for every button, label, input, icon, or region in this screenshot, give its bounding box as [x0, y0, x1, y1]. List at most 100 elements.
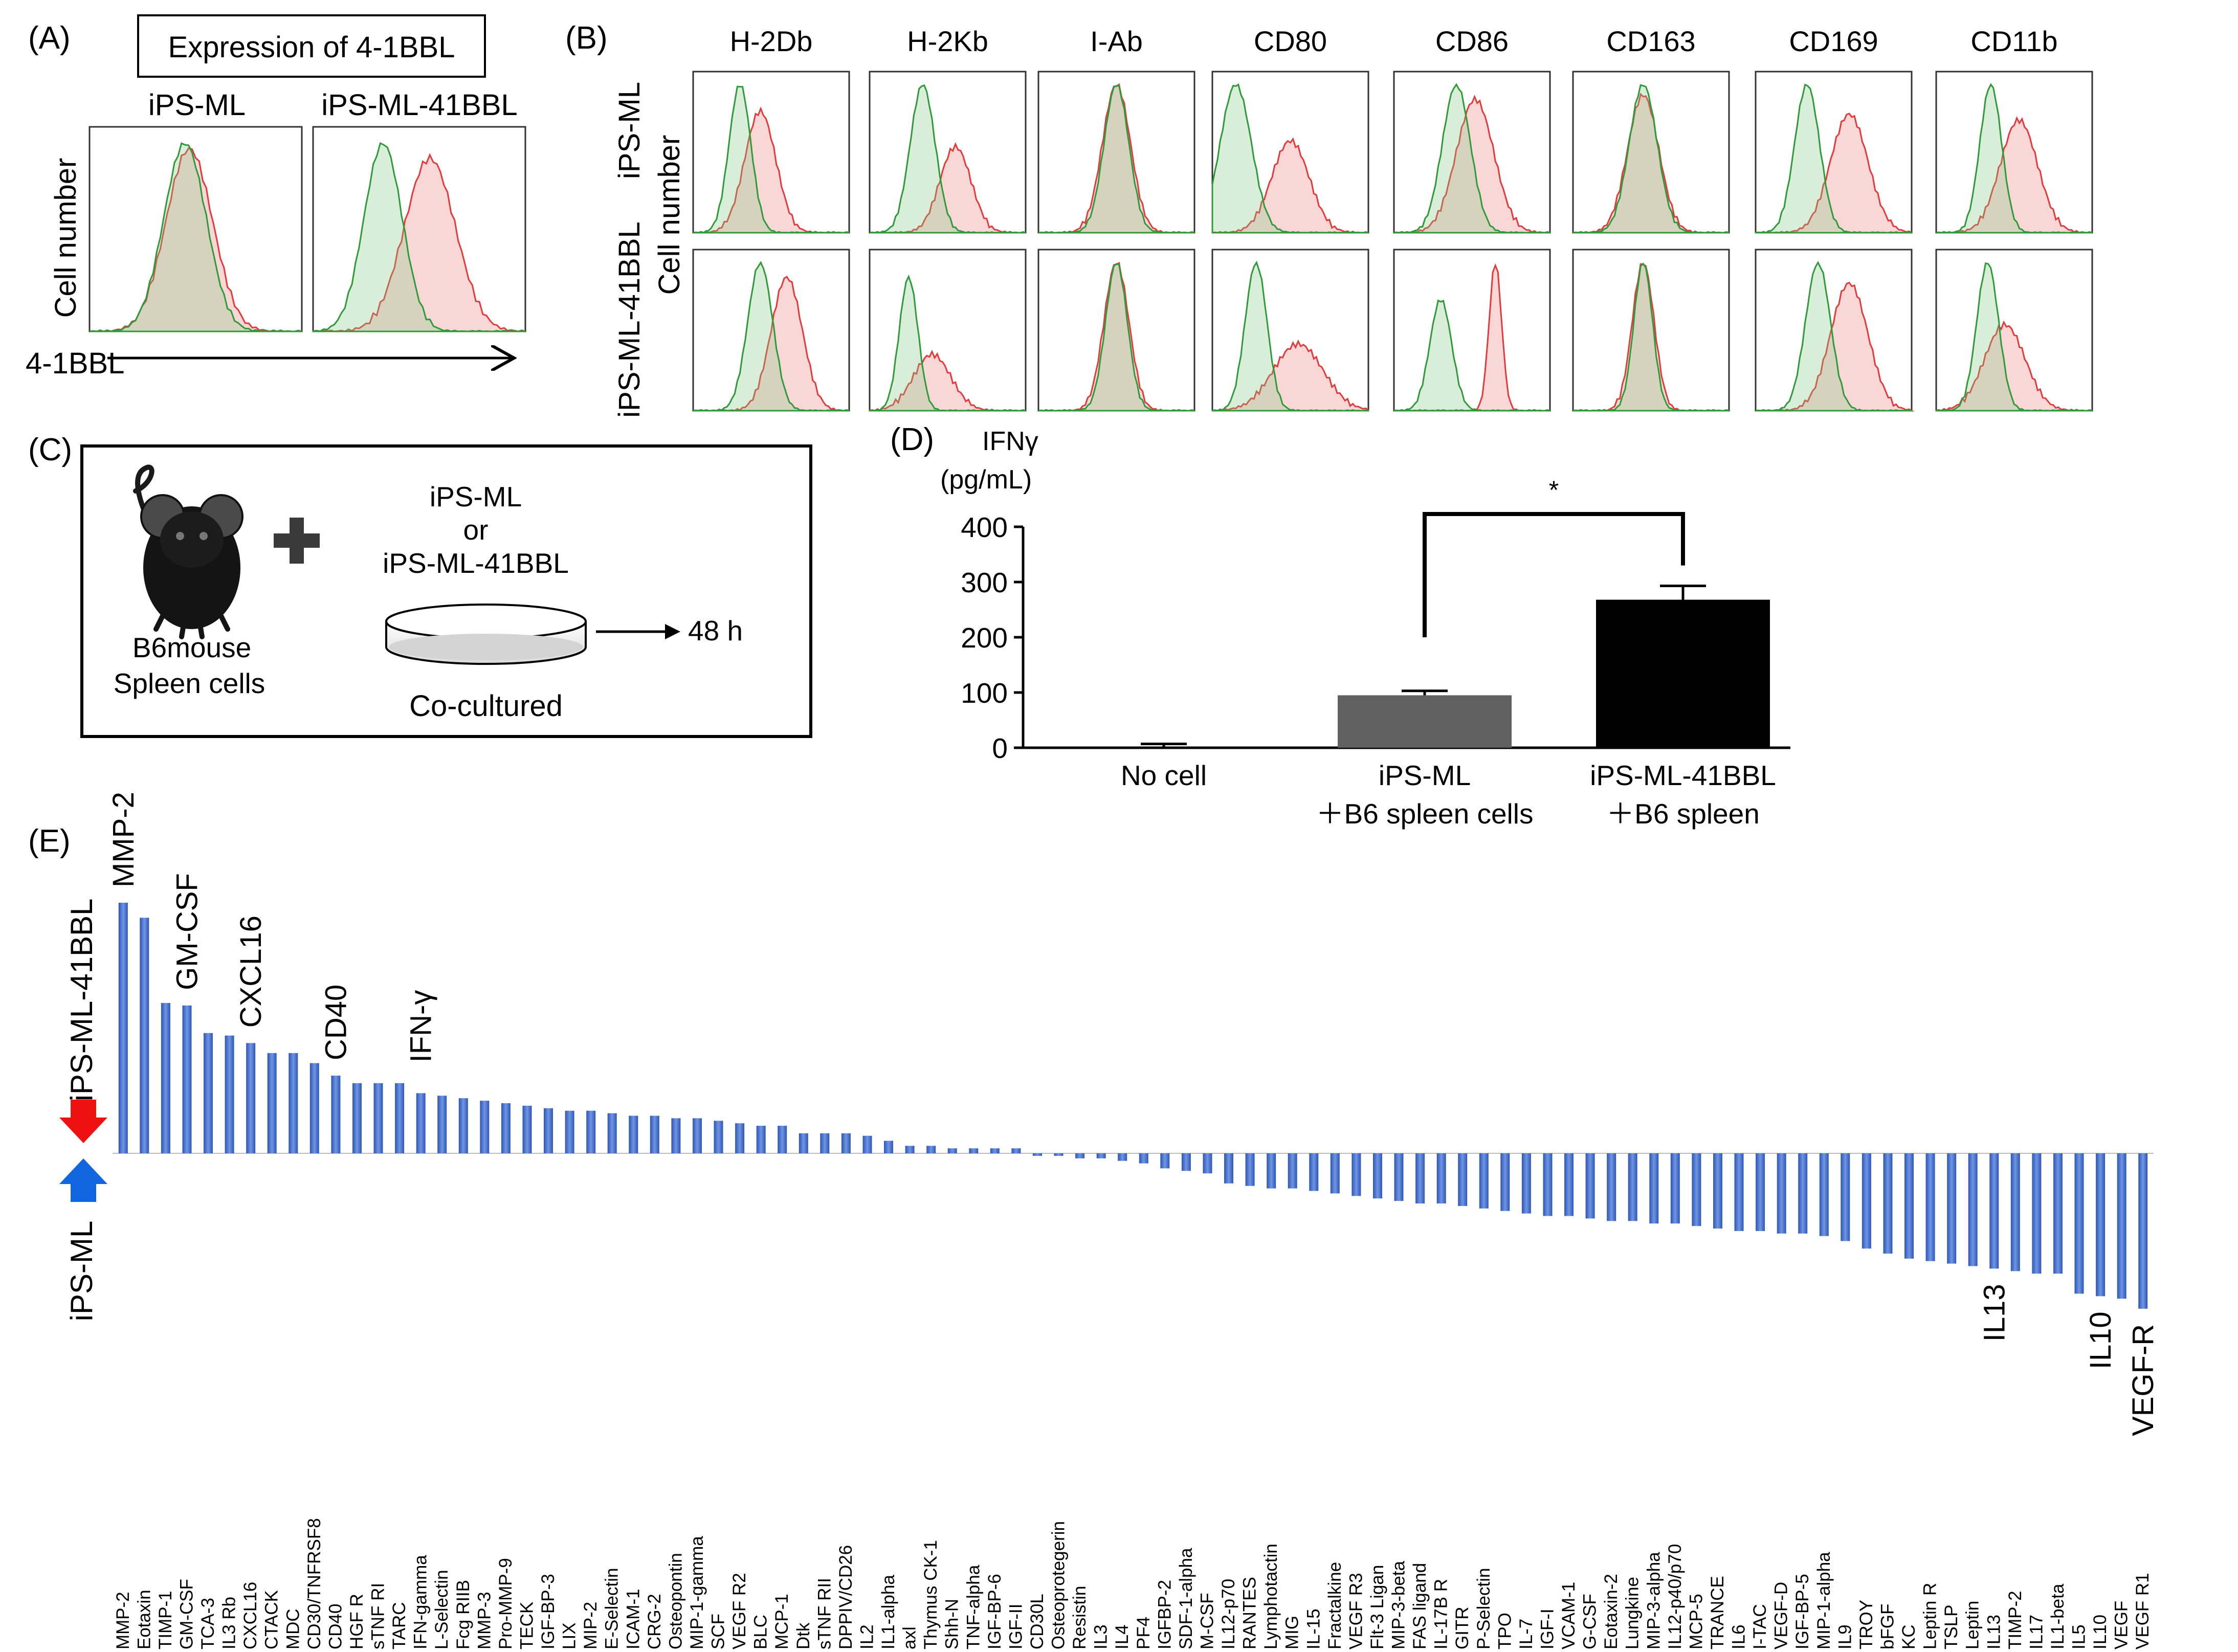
e-category-label-77: I-TAC: [1750, 1604, 1770, 1649]
e-category-label-21: LIX: [560, 1622, 580, 1649]
e-bar-49: [1160, 1153, 1170, 1169]
e-category-label-1: Eotaxin: [134, 1590, 154, 1649]
e-category-label-65: TPO: [1495, 1613, 1515, 1649]
e-bar-10: [331, 1076, 341, 1153]
e-highlight-4: IFN-γ: [405, 990, 438, 1063]
e-category-label-32: Dtk: [793, 1622, 813, 1649]
hist-b-row2-5-green-curve: [1572, 262, 1730, 412]
e-bar-70: [1607, 1153, 1616, 1221]
e-bar-94: [2117, 1153, 2126, 1299]
e-category-label-45: Resistin: [1070, 1586, 1090, 1649]
e-category-label-85: Leptin R: [1920, 1583, 1940, 1649]
e-category-label-63: GITR: [1452, 1606, 1472, 1649]
e-bar-50: [1181, 1153, 1191, 1171]
d-y-tick-label-0: 0: [992, 732, 1008, 764]
e-bar-95: [2138, 1153, 2148, 1309]
e-category-label-80: MIP-1-alpha: [1814, 1552, 1834, 1649]
e-category-label-86: TSLP: [1941, 1604, 1961, 1649]
down-arrow-blue: [59, 1158, 107, 1202]
hist-b-row2-1: [869, 249, 1027, 412]
e-bar-60: [1394, 1153, 1404, 1201]
e-category-label-53: RANTES: [1240, 1577, 1260, 1649]
e-bar-47: [1118, 1153, 1127, 1161]
hist-b-row1-3: [1211, 71, 1369, 234]
e-bar-80: [1819, 1153, 1829, 1236]
hist-b-row1-0-green-curve: [693, 85, 850, 234]
e-category-label-46: IL3: [1091, 1624, 1111, 1649]
e-bar-43: [1033, 1153, 1042, 1156]
hist-b-row1-6-red-curve: [1755, 113, 1912, 234]
e-category-label-87: Leptin: [1963, 1601, 1983, 1649]
e-category-label-30: BLC: [751, 1615, 771, 1649]
hist-b-row2-1-green-curve: [869, 274, 1026, 412]
hist-b-row2-6: [1755, 249, 1915, 412]
e-highlight-2: CXCL16: [234, 916, 268, 1028]
panel-a-plot-title-2: iPS-ML-41BBL: [321, 88, 518, 122]
e-category-label-84: KC: [1899, 1624, 1919, 1649]
e-bar-13: [395, 1083, 405, 1153]
e-category-label-62: IL-17B R: [1431, 1579, 1451, 1649]
e-bar-74: [1692, 1153, 1701, 1226]
panel-a: (A) Expression of 4-1BBL iPS-ML iPS-ML-4…: [26, 14, 526, 380]
hist-b-row2-7: [1935, 249, 2093, 412]
up-arrow-red: [59, 1100, 107, 1143]
e-bar-79: [1798, 1153, 1808, 1234]
e-highlight-3: CD40: [319, 985, 352, 1060]
e-category-label-10: CD40: [325, 1604, 345, 1649]
e-bar-87: [1968, 1153, 1978, 1266]
panel-b-row-label-1: iPS-ML: [613, 82, 646, 179]
panel-d-xlabel-3a: iPS-ML-41BBL: [1590, 760, 1776, 791]
panel-d-xlabel-2a: iPS-ML: [1379, 760, 1471, 791]
e-bar-56: [1309, 1153, 1319, 1191]
hist-b-row2-5: [1572, 249, 1730, 412]
e-category-label-0: MMP-2: [113, 1592, 133, 1649]
d-bar-1: [1338, 695, 1512, 748]
panel-b-ylabel: Cell number: [653, 135, 686, 295]
panel-b-row-label-2: iPS-ML-41BBL: [613, 221, 646, 418]
marker-label-2: I-Ab: [1090, 25, 1143, 57]
e-bar-77: [1756, 1153, 1765, 1231]
e-bar-3: [182, 1005, 192, 1153]
e-bar-17: [480, 1101, 490, 1153]
e-category-label-44: Osteoprotegerin: [1049, 1521, 1069, 1649]
e-category-label-7: CTACK: [262, 1590, 282, 1649]
e-category-label-3: GM-CSF: [177, 1579, 197, 1649]
e-bar-42: [1011, 1148, 1021, 1153]
panel-d-xlabel-3b: ＋B6 spleen: [1606, 798, 1760, 830]
e-category-label-82: TROY: [1856, 1600, 1876, 1649]
hist-b-row1-5-frame: [1572, 71, 1730, 234]
cell-line-2: iPS-ML-41BBL: [383, 547, 569, 579]
e-highlight-7: VEGF-R: [2126, 1324, 2160, 1436]
e-bar-81: [1841, 1153, 1850, 1241]
e-category-label-79: IGF-BP-5: [1792, 1574, 1812, 1649]
e-bar-62: [1436, 1153, 1446, 1203]
e-bar-83: [1883, 1153, 1893, 1254]
hist-a-ips-ml: [88, 126, 303, 332]
e-bar-5: [225, 1035, 234, 1153]
e-category-label-8: MDC: [283, 1609, 303, 1649]
e-bar-27: [693, 1118, 702, 1153]
marker-label-4: CD86: [1435, 25, 1509, 57]
e-bar-89: [2010, 1153, 2020, 1271]
e-bar-39: [947, 1148, 957, 1153]
e-category-label-26: Osteopontin: [666, 1553, 685, 1649]
e-bar-29: [735, 1123, 745, 1153]
e-bar-30: [756, 1126, 766, 1153]
hist-b-row2-3-red-curve: [1211, 339, 1369, 412]
hist-b-row2-4-green-curve: [1393, 299, 1550, 412]
d-y-tick-label-2: 200: [961, 622, 1008, 654]
hist-b-row1-7-red-curve: [1936, 116, 2093, 234]
hist-b-row2-1-frame: [869, 249, 1027, 412]
hist-b-row2-7-frame: [1935, 249, 2093, 412]
e-bar-28: [714, 1121, 723, 1153]
e-category-label-57: Fractalkine: [1325, 1562, 1345, 1649]
e-bar-58: [1351, 1153, 1361, 1196]
e-category-label-22: MIP-2: [581, 1602, 601, 1649]
e-category-label-29: VEGF R2: [729, 1573, 749, 1649]
e-bar-63: [1458, 1153, 1468, 1206]
e-bar-26: [671, 1118, 681, 1153]
hist-a-ips-ml-green-curve: [89, 142, 302, 332]
e-bar-64: [1479, 1153, 1489, 1209]
e-bar-2: [161, 1003, 170, 1153]
